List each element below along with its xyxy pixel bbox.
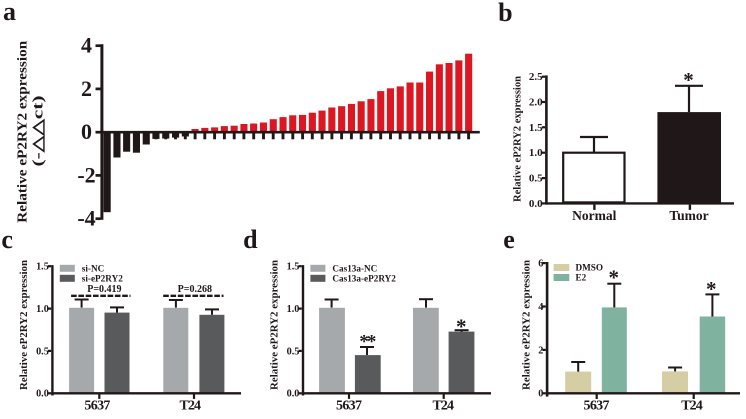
svg-text:1.0: 1.0	[529, 147, 543, 159]
svg-text:**: **	[359, 332, 376, 353]
svg-text:T24: T24	[180, 399, 202, 414]
svg-text:si-eP2RY2: si-eP2RY2	[82, 273, 123, 283]
svg-text:P=0.268: P=0.268	[178, 284, 212, 295]
svg-text:Cas13a-NC: Cas13a-NC	[332, 263, 377, 273]
svg-text:*: *	[683, 68, 694, 92]
svg-text:4: 4	[538, 302, 543, 313]
svg-text:Relative eP2RY2 expression: Relative eP2RY2 expression	[270, 260, 281, 390]
svg-text:0: 0	[81, 119, 92, 144]
svg-text:5637: 5637	[336, 399, 362, 414]
svg-text:4: 4	[81, 33, 92, 58]
svg-text:*: *	[456, 315, 467, 339]
svg-text:c: c	[1, 225, 13, 254]
svg-text:T24: T24	[681, 398, 703, 413]
svg-text:DMSO: DMSO	[576, 263, 604, 273]
svg-text:e: e	[503, 225, 515, 254]
svg-text:0.0: 0.0	[529, 198, 543, 210]
svg-text:Relative eP2RY2 expression: Relative eP2RY2 expression	[19, 260, 30, 390]
svg-text:Relative eP2RY2 expression: Relative eP2RY2 expression	[513, 76, 524, 202]
svg-text:Tumor: Tumor	[669, 208, 708, 223]
svg-text:Relative eP2RY2 expression: Relative eP2RY2 expression	[16, 41, 31, 223]
svg-text:2.5: 2.5	[529, 71, 543, 83]
svg-text:b: b	[498, 0, 512, 27]
svg-text:0.5: 0.5	[529, 173, 543, 185]
svg-text:a: a	[3, 0, 16, 26]
svg-text:Normal: Normal	[572, 208, 616, 223]
svg-text:*: *	[609, 265, 620, 289]
svg-text:1.0: 1.0	[36, 304, 49, 315]
svg-text:0.0: 0.0	[287, 389, 300, 400]
svg-text:0.5: 0.5	[287, 346, 300, 357]
svg-text:si-NC: si-NC	[82, 263, 104, 273]
svg-text:d: d	[243, 225, 258, 254]
svg-text:-2: -2	[77, 162, 95, 187]
svg-text:T24: T24	[432, 399, 454, 414]
svg-text:1.5: 1.5	[287, 262, 300, 273]
svg-text:Cas13a-eP2RY2: Cas13a-eP2RY2	[332, 273, 396, 283]
svg-text:0: 0	[538, 389, 543, 400]
svg-text:(-△△ct): (-△△ct)	[31, 96, 47, 167]
svg-text:Relative eP2RY2 expression: Relative eP2RY2 expression	[522, 260, 533, 390]
svg-text:2.0: 2.0	[529, 97, 543, 109]
svg-text:P=0.419: P=0.419	[87, 284, 121, 295]
svg-text:1.0: 1.0	[287, 304, 300, 315]
svg-text:0.5: 0.5	[36, 346, 49, 357]
svg-text:-4: -4	[77, 206, 95, 231]
svg-text:*: *	[706, 277, 717, 301]
svg-text:5637: 5637	[584, 398, 610, 413]
svg-text:6: 6	[538, 259, 543, 270]
svg-text:E2: E2	[576, 273, 587, 283]
svg-text:2: 2	[81, 76, 92, 101]
svg-text:1.5: 1.5	[529, 122, 543, 134]
svg-text:1.5: 1.5	[36, 262, 49, 273]
svg-text:0.0: 0.0	[36, 389, 49, 400]
svg-text:5637: 5637	[84, 399, 110, 414]
svg-text:2: 2	[538, 345, 543, 356]
